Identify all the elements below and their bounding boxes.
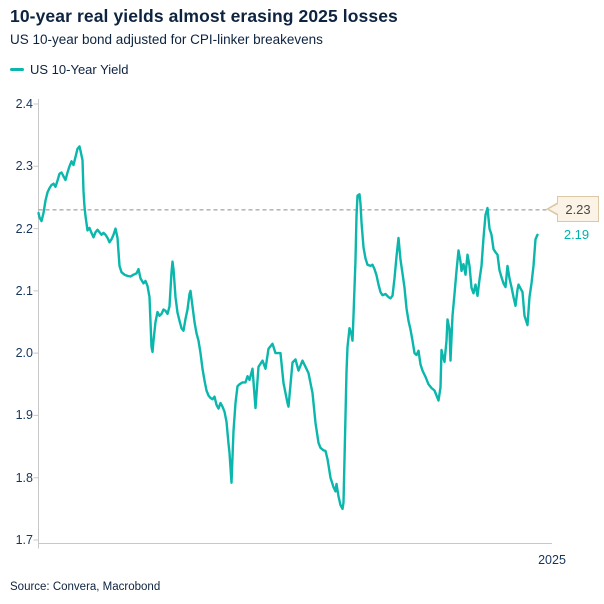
y-axis-label: 2.2 [15, 221, 33, 236]
reference-value-text: 2.23 [565, 201, 591, 217]
chart-subtitle: US 10-year bond adjusted for CPI-linker … [10, 32, 323, 47]
reference-value-callout: 2.23 [546, 196, 599, 222]
y-axis-label: 1.8 [15, 470, 33, 485]
y-axis-label: 2.4 [15, 97, 33, 111]
y-axis-label: 1.7 [15, 533, 33, 547]
y-axis-label: 2.0 [15, 346, 33, 361]
last-value-label: 2.19 [563, 227, 590, 242]
y-axis-label: 2.3 [15, 159, 33, 174]
callout-pointer-fill-icon [549, 203, 560, 215]
y-axis-label: 1.9 [15, 408, 33, 423]
y-axis-label: 2.1 [15, 283, 33, 298]
axis-tick-marks [33, 103, 39, 549]
legend-line-swatch [10, 67, 24, 72]
x-axis-label-2025: 2025 [538, 553, 566, 567]
legend: US 10-Year Yield [10, 62, 129, 77]
axis-frame [38, 99, 552, 544]
yield-line-series [37, 145, 539, 511]
legend-label: US 10-Year Yield [30, 62, 129, 77]
source-note: Source: Convera, Macrobond [10, 581, 161, 593]
page-title: 10-year real yields almost erasing 2025 … [10, 6, 398, 26]
